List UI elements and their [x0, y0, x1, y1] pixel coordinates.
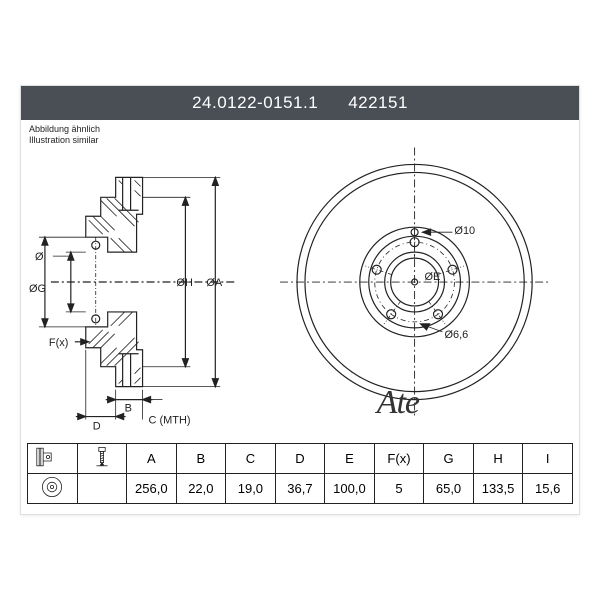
val-H: 133,5: [473, 474, 523, 504]
part-number-short: 422151: [348, 93, 408, 113]
bolt-icon-cell: [77, 444, 127, 474]
val-F: 5: [374, 474, 424, 504]
label-b: B: [125, 403, 132, 415]
col-D: D: [275, 444, 325, 474]
label-c: C (MTH): [149, 415, 191, 427]
drawing-card: 24.0122-0151.1 422151 Abbildung ähnlich …: [20, 85, 580, 515]
label-og: ØG: [29, 283, 46, 295]
disc-front-icon: [32, 475, 72, 499]
technical-diagram: ØI ØG: [21, 142, 579, 432]
col-F: F(x): [374, 444, 424, 474]
col-H: H: [473, 444, 523, 474]
label-oh: ØH: [176, 277, 193, 289]
val-C: 19,0: [226, 474, 276, 504]
label-d: D: [93, 420, 101, 432]
spec-header-row: A B C D E F(x) G H I: [28, 444, 573, 474]
col-I: I: [523, 444, 573, 474]
label-fx: F(x): [49, 337, 68, 349]
part-number-full: 24.0122-0151.1: [192, 93, 318, 113]
val-D: 36,7: [275, 474, 325, 504]
disc-section-icon: [32, 445, 72, 469]
disc-front-icon-cell: [28, 474, 78, 504]
val-B: 22,0: [176, 474, 226, 504]
val-G: 65,0: [424, 474, 474, 504]
label-de: ØE: [425, 271, 441, 283]
label-d10: Ø10: [454, 225, 475, 237]
label-d66: Ø6,6: [444, 329, 468, 341]
brand-logo: Ate: [377, 384, 419, 422]
col-E: E: [325, 444, 375, 474]
label-oa: ØA: [206, 277, 223, 289]
col-C: C: [226, 444, 276, 474]
col-G: G: [424, 444, 474, 474]
title-bar: 24.0122-0151.1 422151: [21, 86, 579, 120]
spec-value-row: 256,0 22,0 19,0 36,7 100,0 5 65,0 133,5 …: [28, 474, 573, 504]
spec-table: A B C D E F(x) G H I 256,0 22,: [27, 443, 573, 504]
col-A: A: [127, 444, 177, 474]
col-B: B: [176, 444, 226, 474]
val-A: 256,0: [127, 474, 177, 504]
bolt-icon: [82, 445, 122, 469]
val-I: 15,6: [523, 474, 573, 504]
subtitle-de: Abbildung ähnlich: [29, 124, 100, 135]
val-E: 100,0: [325, 474, 375, 504]
disc-icon-cell: [28, 444, 78, 474]
